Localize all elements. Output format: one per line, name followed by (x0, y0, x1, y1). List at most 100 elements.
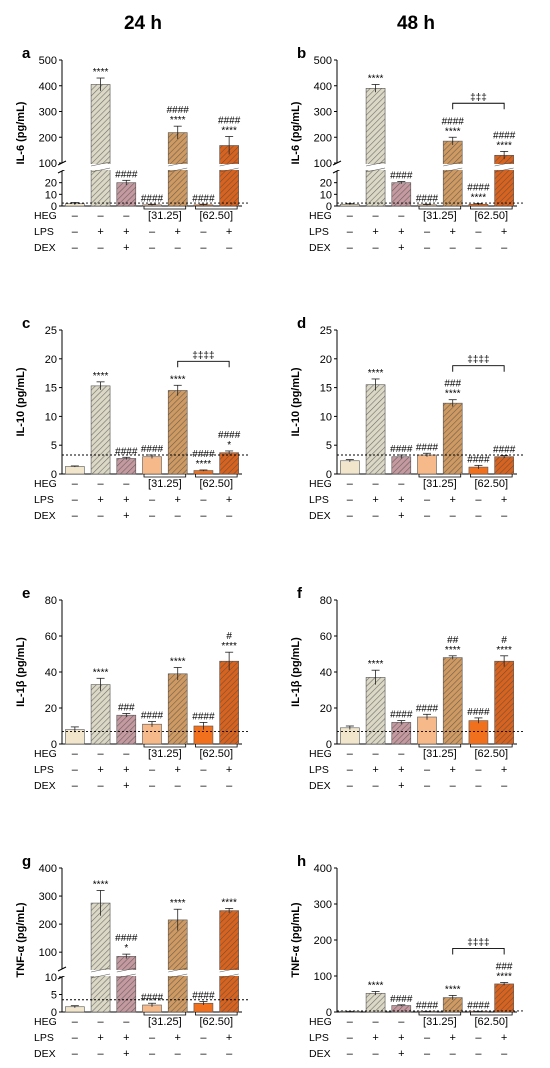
significance-label-c-7: * (227, 440, 231, 451)
heg-dose-label-g: [31.25] (148, 1016, 182, 1028)
group-sign-d: – (347, 510, 354, 522)
bar-hatch-d-3 (391, 456, 411, 474)
significance-label-f-7: # (501, 635, 507, 646)
bar-break-g-5 (168, 973, 188, 979)
group-sign-e: – (72, 764, 79, 776)
group-sign-b: – (475, 242, 482, 254)
significance-label-c-5: **** (170, 374, 186, 385)
group-sign-h: + (372, 1032, 378, 1044)
group-sign-b: – (424, 226, 431, 238)
group-sign-e: – (72, 780, 79, 792)
bar-hatch-e-2 (91, 684, 111, 744)
significance-label-e-7: # (226, 631, 232, 642)
group-sign-a: – (200, 242, 207, 254)
group-sign-d: – (398, 478, 405, 490)
heg-dose-label-b: [62.50] (474, 210, 508, 222)
y-tick-label-h: 400 (314, 863, 332, 875)
significance-label-h-7: **** (496, 971, 512, 982)
heg-dose-label-a: [31.25] (148, 210, 182, 222)
group-sign-f: + (398, 780, 404, 792)
heg-dose-label-a: [62.50] (199, 210, 233, 222)
group-row-label-a: LPS (34, 226, 54, 238)
significance-label-g-3: * (124, 943, 128, 954)
group-sign-e: – (226, 780, 233, 792)
y-axis-label-c: IL-10 (pg/mL) (15, 367, 27, 436)
group-sign-d: – (475, 510, 482, 522)
axis-break-mark-g (57, 966, 67, 972)
group-sign-b: + (398, 226, 404, 238)
group-sign-f: – (450, 780, 457, 792)
group-sign-c: – (149, 494, 156, 506)
significance-label-b-3: #### (390, 171, 413, 182)
significance-label-a-5: #### (167, 105, 190, 116)
panel-letter-d: d (297, 315, 306, 332)
bar-hatch-a-2 (91, 84, 111, 206)
group-sign-h: – (373, 1016, 380, 1028)
group-sign-c: – (72, 510, 79, 522)
bar-hatch-g-7 (219, 910, 239, 1012)
group-sign-g: – (72, 1016, 79, 1028)
bar-hatch-f-3 (391, 722, 411, 744)
heg-group-bracket-e (195, 744, 238, 748)
group-sign-e: – (200, 780, 207, 792)
significance-label-f-7: **** (496, 645, 512, 656)
group-sign-c: – (200, 494, 207, 506)
bar-hatch-e-7 (219, 661, 239, 744)
y-tick-label-f: 60 (320, 631, 332, 643)
axis-break-gap-a (63, 164, 243, 170)
group-sign-b: – (450, 242, 457, 254)
group-sign-d: – (347, 478, 354, 490)
group-row-label-f: HEG (309, 748, 332, 760)
y-tick-label-c: 5 (51, 440, 57, 452)
y-tick-label-f: 0 (326, 739, 332, 751)
y-tick-label-b: 20 (320, 178, 332, 190)
group-row-label-d: DEX (309, 510, 331, 522)
significance-label-f-5: **** (445, 645, 461, 656)
heg-group-bracket-c (195, 474, 238, 478)
heg-group-bracket-e (143, 744, 187, 748)
significance-label-b-4: #### (416, 193, 439, 204)
bar-break-b-5 (443, 161, 463, 167)
heg-dose-label-e: [31.25] (148, 748, 182, 760)
group-sign-b: – (424, 242, 431, 254)
y-tick-label-f: 40 (320, 667, 332, 679)
group-sign-h: + (501, 1032, 507, 1044)
group-sign-g: + (123, 1032, 129, 1044)
group-row-label-c: DEX (34, 510, 56, 522)
significance-label-h-2: **** (368, 980, 384, 991)
y-tick-label-a: 20 (45, 178, 57, 190)
group-row-label-a: DEX (34, 242, 56, 254)
bar-break-b-2 (366, 161, 386, 167)
group-sign-g: – (123, 1016, 130, 1028)
significance-label-a-5: **** (170, 115, 186, 126)
y-axis-label-g: TNF-α (pg/mL) (15, 902, 27, 978)
significance-label-b-5: #### (442, 116, 465, 127)
column-title-24h: 24 h (124, 13, 162, 34)
heg-group-bracket-g (143, 1012, 187, 1016)
axis-break-gap-g (63, 970, 243, 976)
bar-break-a-7 (219, 161, 239, 167)
significance-label-a-7: #### (218, 115, 241, 126)
y-tick-label-f: 80 (320, 595, 332, 607)
group-sign-a: + (123, 242, 129, 254)
group-sign-e: + (123, 764, 129, 776)
bar-hatch-h-2 (366, 993, 386, 1012)
heg-dose-label-c: [31.25] (148, 478, 182, 490)
bar-hatch-d-2 (366, 384, 386, 474)
group-row-label-c: HEG (34, 478, 57, 490)
bar-f-6 (468, 720, 489, 745)
significance-label-f-4: #### (416, 703, 439, 714)
y-tick-label-a: 500 (39, 55, 57, 67)
significance-label-c-6: **** (196, 459, 212, 470)
y-tick-label-b: 200 (314, 132, 332, 144)
y-tick-label-b: 500 (314, 55, 332, 67)
y-tick-label-g: 400 (39, 863, 57, 875)
heg-group-bracket-g (195, 1012, 238, 1016)
group-sign-d: – (373, 510, 380, 522)
group-sign-f: – (424, 780, 431, 792)
heg-group-bracket-a (195, 206, 238, 210)
group-row-label-c: LPS (34, 494, 54, 506)
significance-label-b-7: **** (496, 140, 512, 151)
group-sign-h: – (424, 1032, 431, 1044)
y-tick-label-g: 5 (51, 990, 57, 1002)
